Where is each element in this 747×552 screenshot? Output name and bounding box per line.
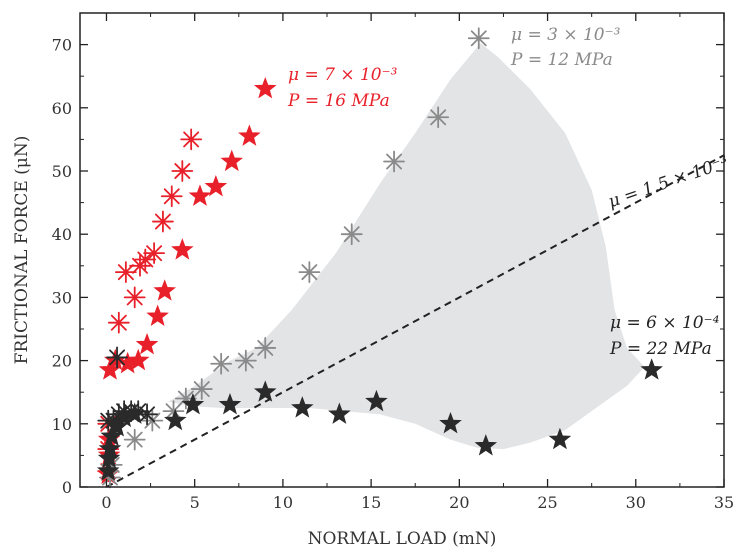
black-star-point [365, 389, 388, 412]
black-star-point [218, 392, 242, 415]
red-asterisk-point [107, 311, 130, 334]
gray-asterisk-point [298, 261, 321, 284]
shaded-region [168, 43, 645, 450]
black-asterisk-point [106, 346, 128, 369]
y-tick-label: 70 [52, 36, 72, 55]
red-asterisk-point [180, 128, 203, 151]
black-star-point [181, 392, 205, 415]
annotation-red-line2: P = 16 MPa [287, 91, 390, 111]
black-star-point [98, 437, 122, 459]
x-tick-label: 15 [361, 493, 381, 512]
gray-asterisk-point [190, 378, 213, 400]
x-tick-label: 20 [449, 493, 469, 512]
plot-frame [79, 12, 725, 488]
red-asterisk-point [171, 160, 194, 182]
gray-asterisk-point [162, 400, 185, 423]
y-tick-label: 40 [52, 225, 72, 244]
black-star-point [97, 446, 121, 469]
red-star-point [146, 304, 169, 326]
black-star-point [253, 380, 277, 402]
red-asterisk-point [160, 185, 183, 208]
annotation-gray-line1: μ = 3 × 10⁻³ [511, 25, 621, 45]
reference-line-label: μ = 1.5 × 10⁻³ [606, 152, 731, 212]
shaded-region-layer [168, 43, 645, 450]
x-tick-label: 5 [190, 493, 200, 512]
x-axis-label: NORMAL LOAD (mN) [308, 529, 497, 549]
y-tick-label: 30 [52, 288, 72, 307]
y-tick-label: 20 [52, 352, 72, 371]
x-tick-label: 30 [626, 493, 646, 512]
reference-line-layer [105, 154, 725, 488]
black-star-point [123, 402, 146, 424]
y-tick-label: 60 [52, 99, 72, 118]
black-asterisk-point [136, 403, 158, 426]
red-star-point [126, 348, 150, 371]
gray-asterisk-point [99, 466, 121, 489]
black-star-point [640, 358, 663, 380]
gray-asterisk-point [174, 387, 197, 410]
gray-asterisk-point [383, 150, 405, 173]
gray-asterisk-point [427, 106, 450, 129]
ticks-layer: 0 5 10 15 20 25 30 35 0 10 20 30 40 50 60 70 [52, 13, 734, 512]
gray-asterisk-point [340, 223, 363, 246]
annotation-red-line1: μ = 7 × 10⁻³ [288, 65, 398, 85]
x-tick-label: 35 [714, 493, 734, 512]
red-asterisk-point [123, 286, 146, 309]
red-asterisk-point [114, 261, 137, 284]
marks-layer [96, 27, 663, 489]
gray-asterisk-point [123, 428, 146, 451]
y-axis-label: FRICTIONAL FORCE (μN) [12, 136, 32, 365]
black-star-point [105, 415, 129, 437]
black-star-point [439, 411, 462, 434]
black-star-point [96, 459, 120, 481]
reference-line [105, 154, 725, 488]
black-star-point [328, 402, 351, 424]
black-star-point [548, 427, 572, 450]
red-star-point [253, 76, 277, 99]
x-tick-label: 25 [537, 493, 557, 512]
red-star-point [153, 279, 176, 301]
x-tick-label: 0 [101, 493, 111, 512]
annotation-black-line1: μ = 6 × 10⁻⁴ [610, 313, 720, 333]
gray-asterisk-point [210, 352, 233, 375]
annotation-gray-line2: P = 12 MPa [510, 50, 613, 70]
red-star-point [171, 238, 194, 260]
y-tick-label: 50 [52, 162, 72, 181]
y-tick-label: 0 [62, 478, 72, 497]
black-star-point [291, 396, 314, 418]
y-tick-label: 10 [52, 415, 72, 434]
gray-asterisk-point [254, 337, 277, 359]
red-star-point [220, 149, 244, 172]
red-star-point [135, 332, 159, 355]
red-asterisk-point [143, 242, 165, 265]
red-star-point [188, 184, 212, 206]
red-asterisk-point [152, 210, 174, 233]
red-star-point [204, 174, 228, 197]
black-star-point [164, 408, 187, 431]
x-tick-label: 10 [273, 493, 293, 512]
gray-asterisk-point [234, 349, 257, 372]
black-star-point [474, 434, 498, 456]
annotation-black-line2: P = 22 MPa [609, 339, 712, 359]
red-asterisk-point [134, 248, 157, 271]
gray-asterisk-point [467, 27, 490, 50]
red-star-point [238, 124, 261, 146]
